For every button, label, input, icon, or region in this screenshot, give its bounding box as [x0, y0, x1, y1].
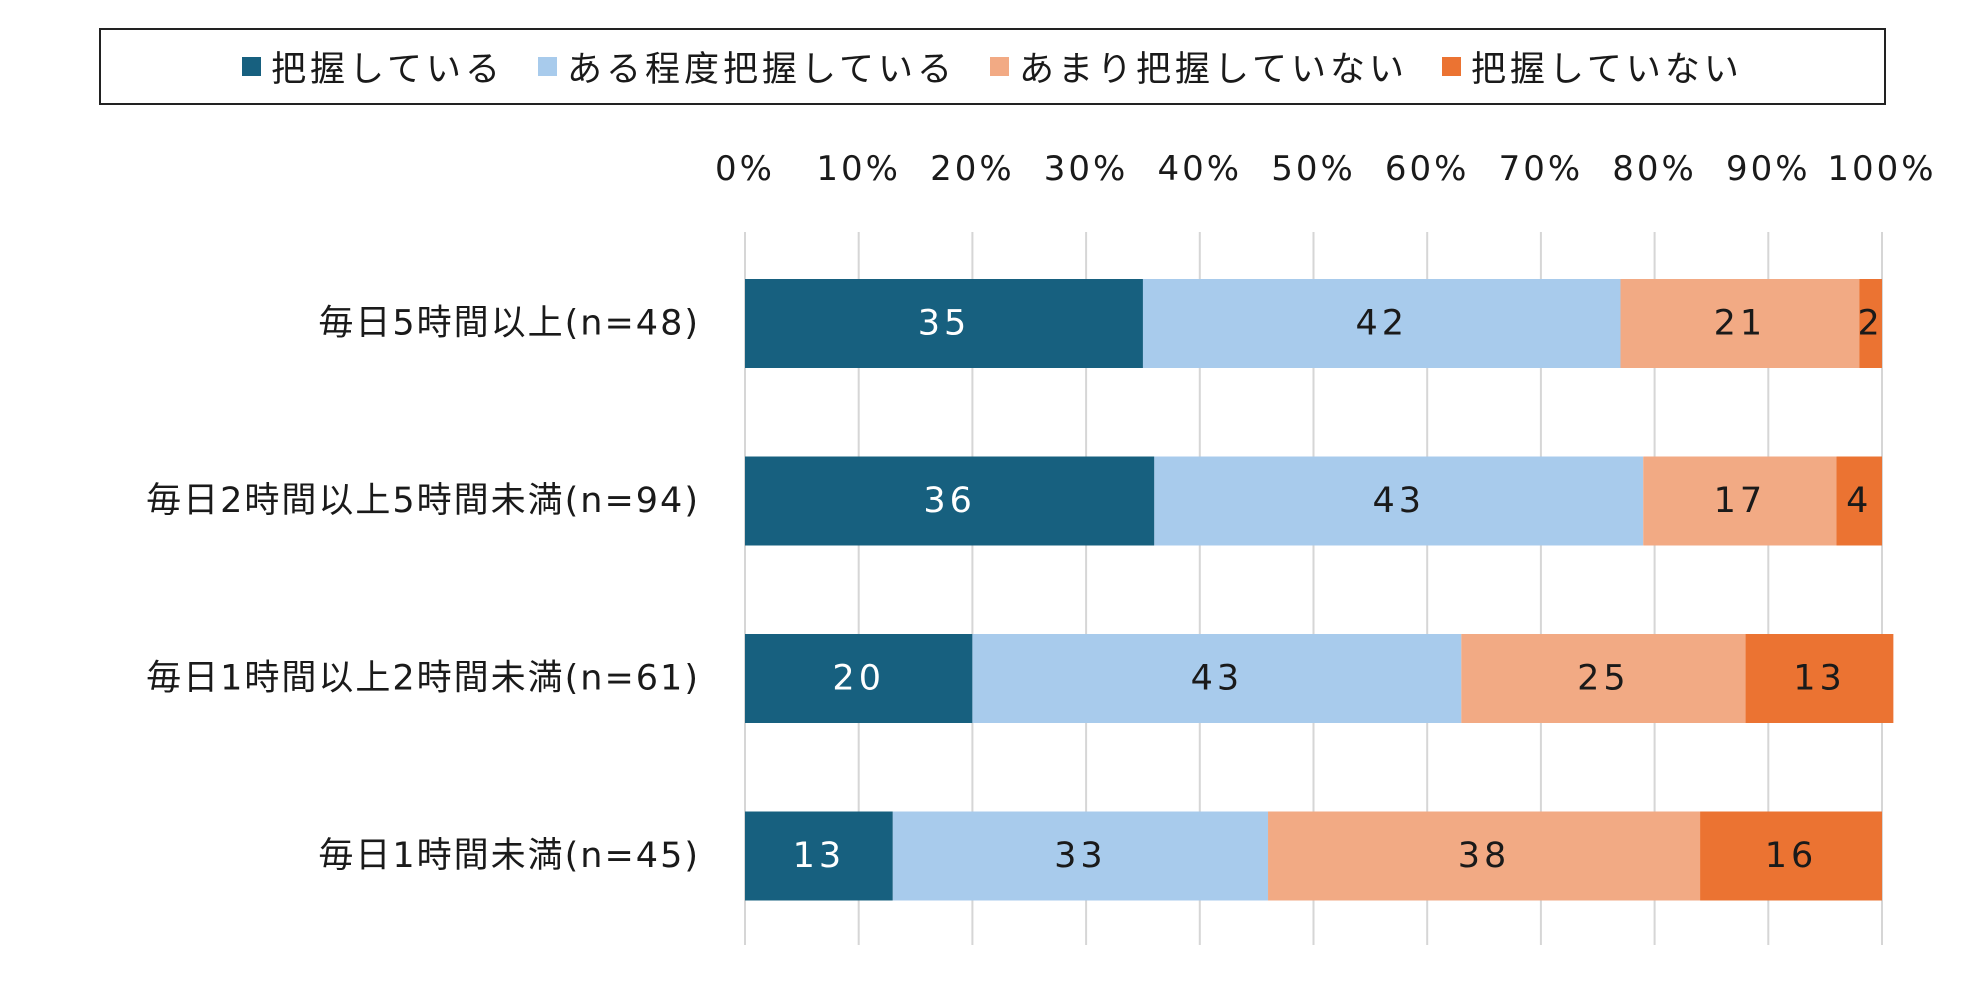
- bars: 35 42 21 2 36 43 17 4 20 43 25 13 13 33 38 16: [745, 279, 1894, 901]
- legend-label: 把握していない: [1470, 50, 1743, 90]
- data-label: 38: [1458, 836, 1511, 876]
- bar-segment: [1745, 634, 1894, 723]
- data-label: 4: [1846, 481, 1872, 521]
- bar-segment: [972, 634, 1462, 723]
- bar-segment: [745, 456, 1155, 546]
- bar-segment: [1142, 279, 1621, 368]
- category-label: 毎日1時間以上2時間未満(n=61): [146, 659, 700, 699]
- x-tick-labels: 0% 10% 20% 30% 40% 50% 60% 70% 80% 90% 100%: [715, 149, 1936, 189]
- bar-segment: [892, 811, 1269, 901]
- legend-item: あまり把握していない: [990, 41, 1408, 92]
- bar-segment: [1643, 456, 1837, 546]
- data-label: 33: [1054, 836, 1107, 876]
- x-tick-label: 100%: [1827, 149, 1936, 189]
- legend-swatch: [1441, 57, 1461, 76]
- data-label: 17: [1714, 481, 1767, 521]
- data-label: 43: [1191, 659, 1244, 699]
- legend-label: 把握している: [271, 50, 505, 90]
- legend-item: 把握していない: [1441, 41, 1743, 92]
- data-label: 13: [1793, 659, 1846, 699]
- x-tick-label: 90%: [1726, 149, 1811, 189]
- bar-segment: [745, 811, 893, 901]
- legend-label: あまり把握していない: [1019, 50, 1408, 90]
- category-label: 毎日5時間以上(n=48): [318, 304, 700, 344]
- data-label: 35: [918, 304, 971, 344]
- x-tick-label: 60%: [1385, 149, 1470, 189]
- x-tick-label: 80%: [1612, 149, 1697, 189]
- data-label: 20: [832, 659, 885, 699]
- data-label: 42: [1355, 304, 1408, 344]
- x-tick-label: 20%: [930, 149, 1015, 189]
- x-tick-label: 40%: [1158, 149, 1243, 189]
- legend-swatch: [990, 57, 1009, 76]
- bar-segment: [1859, 279, 1882, 368]
- bar-segment: [745, 634, 973, 723]
- data-label: 43: [1373, 481, 1426, 521]
- bar-segment: [1836, 456, 1882, 546]
- x-tick-label: 10%: [816, 149, 901, 189]
- category-labels: 毎日5時間以上(n=48) 毎日2時間以上5時間未満(n=94) 毎日1時間以上2時…: [146, 304, 700, 877]
- bar-segment: [745, 279, 1143, 368]
- bar-segment: [1620, 279, 1860, 368]
- category-label: 毎日2時間以上5時間未満(n=94): [146, 481, 700, 521]
- data-label: 16: [1765, 836, 1818, 876]
- bar-segment: [1154, 456, 1644, 546]
- legend-swatch: [242, 57, 262, 76]
- bar-segment: [1700, 811, 1882, 901]
- data-label: 36: [923, 481, 976, 521]
- legend-item: ある程度把握している: [538, 41, 956, 92]
- x-tick-label: 0%: [715, 149, 775, 189]
- legend-swatch: [538, 57, 558, 76]
- data-label: 2: [1857, 304, 1883, 344]
- legend-item: 把握している: [242, 41, 504, 92]
- x-tick-label: 50%: [1271, 149, 1356, 189]
- data-label: 13: [793, 836, 846, 876]
- data-label: 21: [1714, 304, 1767, 344]
- category-label: 毎日1時間未満(n=45): [318, 836, 700, 876]
- bar-segment: [1461, 634, 1746, 723]
- legend: 把握している ある程度把握している あまり把握していない 把握していない: [99, 28, 1886, 105]
- data-label: 25: [1577, 659, 1630, 699]
- legend-label: ある程度把握している: [567, 50, 956, 90]
- x-tick-label: 70%: [1499, 149, 1584, 189]
- x-tick-label: 30%: [1044, 149, 1129, 189]
- bar-segment: [1268, 811, 1701, 901]
